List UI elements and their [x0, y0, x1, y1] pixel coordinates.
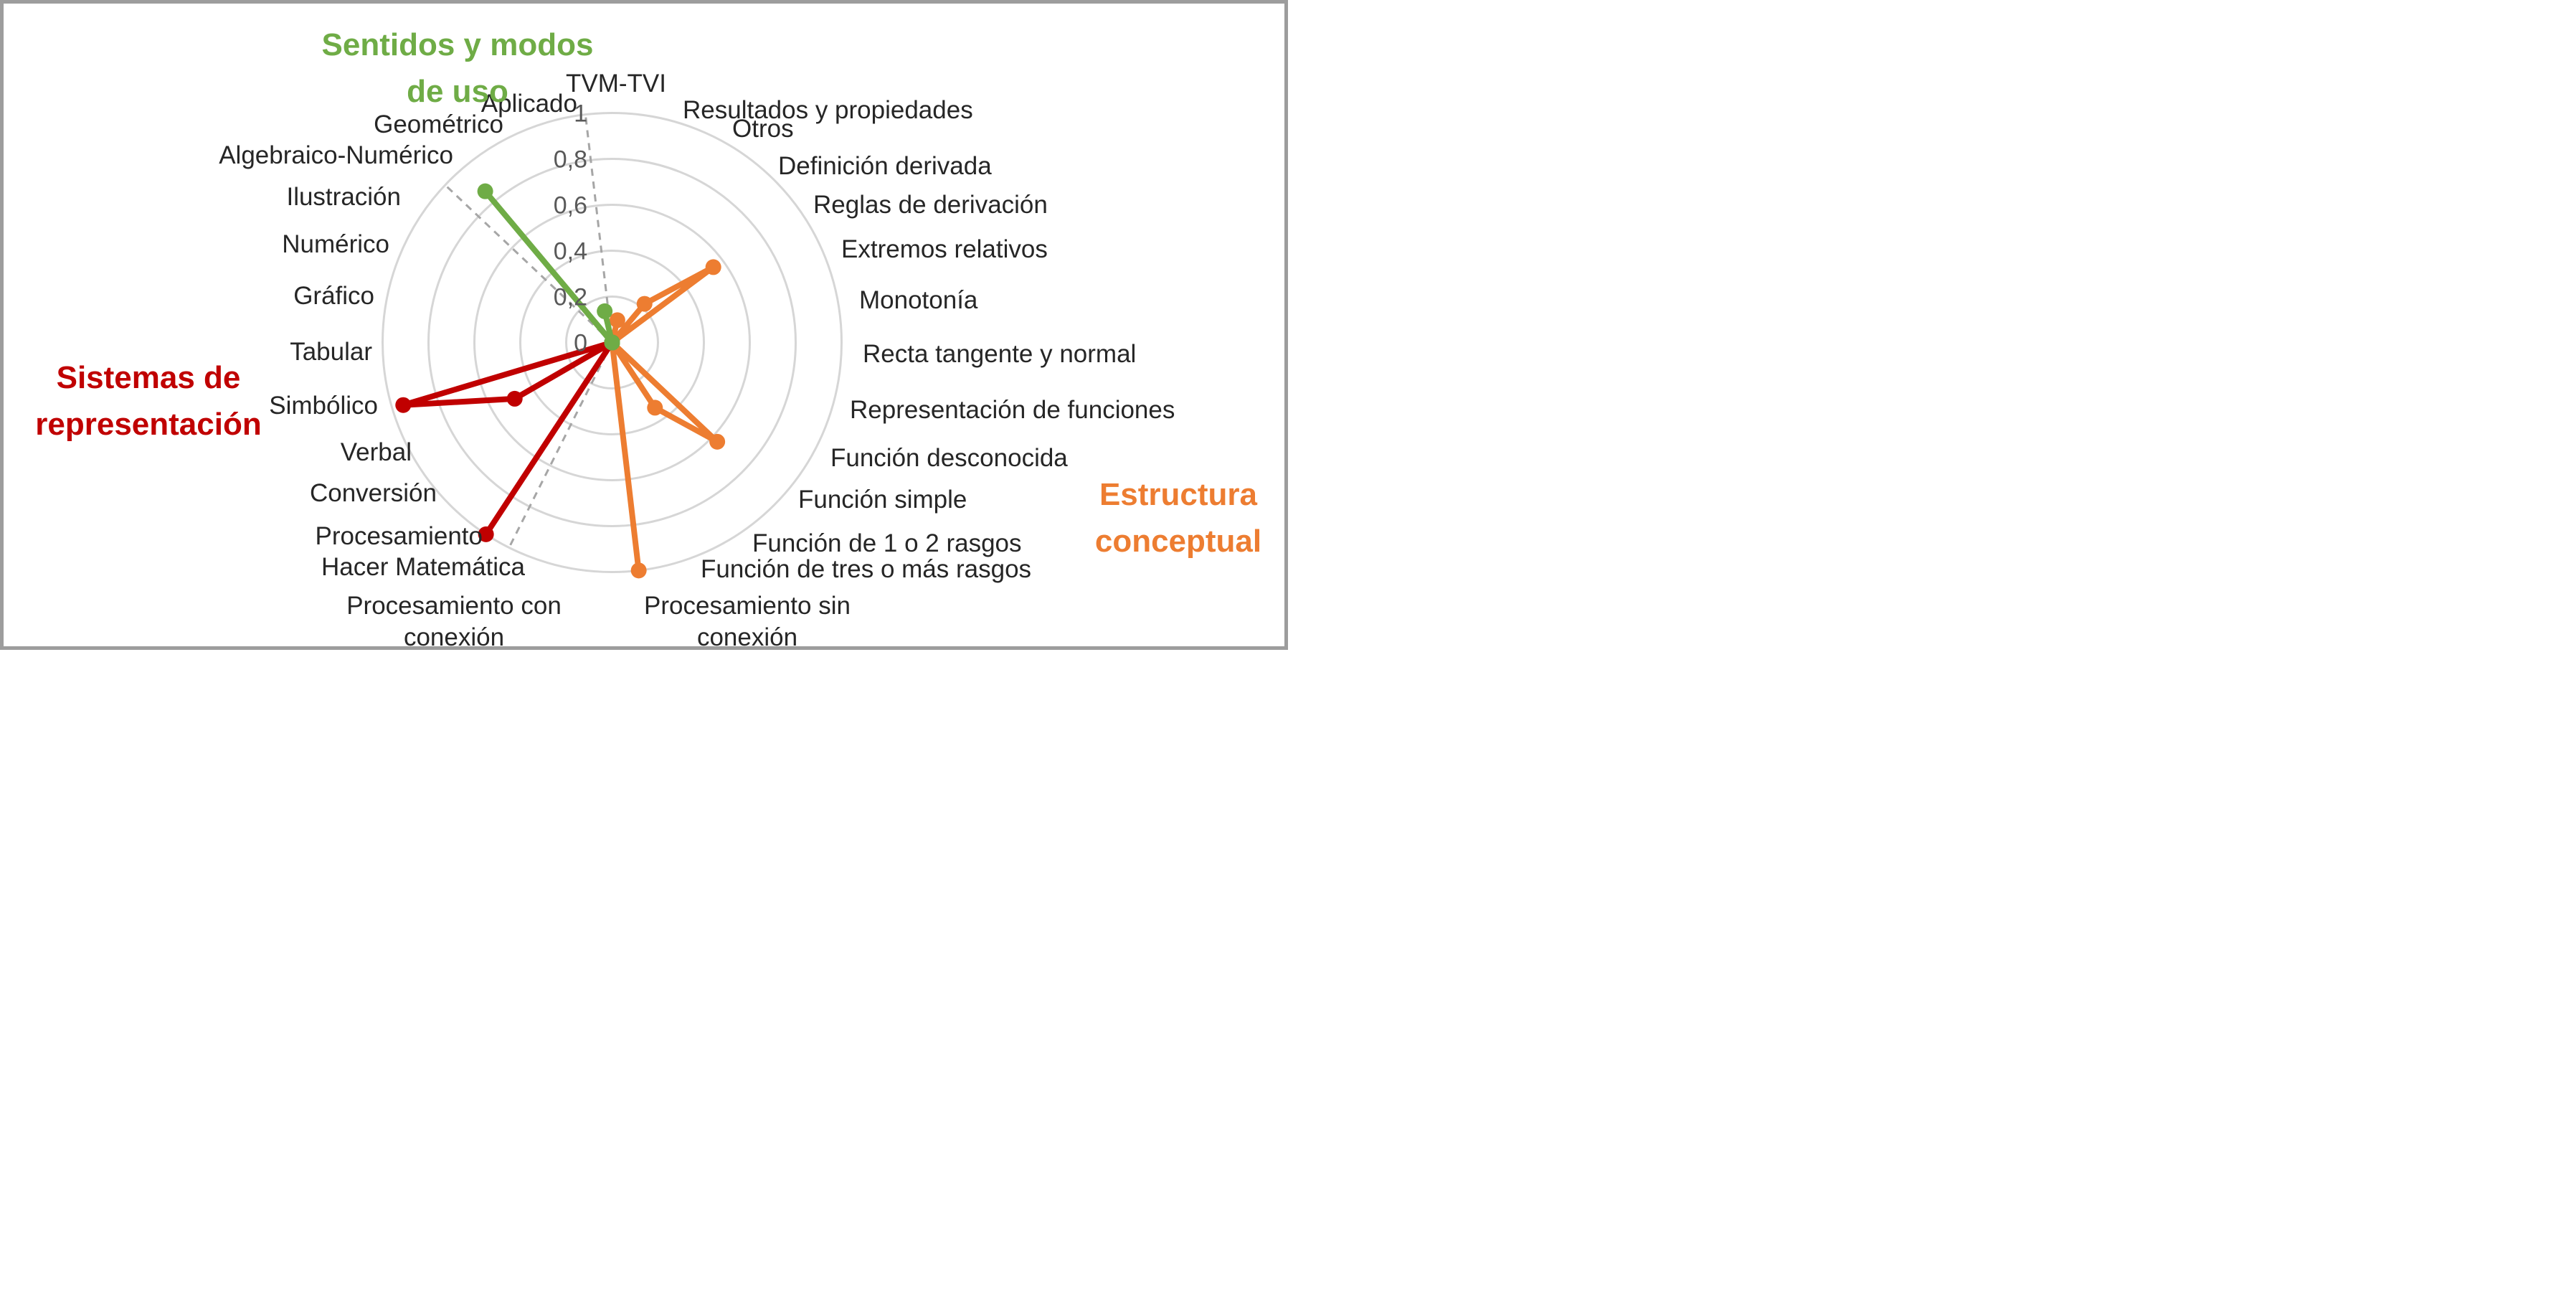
radial-tick-label: 0,4 — [554, 238, 587, 265]
axis-label-18: Verbal — [341, 438, 412, 466]
sector-title-sentidos-y-modos-de-uso: Sentidos y modos de uso — [321, 27, 594, 109]
grid-ring — [382, 112, 843, 573]
axis-label-22: Numérico — [282, 230, 389, 258]
data-point-marker — [705, 259, 721, 275]
radial-tick-label: 0,8 — [554, 146, 587, 174]
series-line-sistemas-de-representaci-n — [400, 339, 615, 537]
axis-label-12: Función de tres o más rasgos — [701, 555, 1031, 583]
data-point-marker — [604, 334, 620, 351]
axis-label-11: Función de 1 o 2 rasgos — [752, 529, 1022, 557]
axis-label-7: Recta tangente y normal — [863, 340, 1136, 368]
axis-label-14: Procesamiento con conexión — [346, 592, 562, 651]
data-point-marker — [506, 390, 523, 407]
axis-label-8: Representación de funciones — [850, 396, 1175, 424]
radial-tick-label: 0 — [574, 330, 587, 357]
radial-tick-label: 1 — [574, 100, 587, 128]
data-point-marker — [477, 183, 493, 199]
data-point-marker — [395, 397, 412, 413]
data-point-marker — [630, 562, 647, 579]
data-point-marker — [636, 296, 653, 312]
axis-label-23: Ilustración — [286, 183, 401, 211]
axis-label-21: Gráfico — [293, 282, 374, 310]
axis-label-17: Conversión — [310, 479, 437, 507]
axis-label-9: Función desconocida — [830, 444, 1068, 472]
axis-label-20: Tabular — [290, 338, 372, 366]
axis-label-2: Otros — [732, 115, 794, 143]
axis-label-1: Resultados y propiedades — [683, 96, 973, 124]
chart-frame: 1 0,8 0,6 0,4 0,2 0 TVM-TVI Resultados y propie… — [0, 0, 1288, 651]
axis-label-24: Algebraico-Numérico — [219, 141, 453, 169]
axis-label-4: Reglas de derivación — [813, 191, 1048, 219]
sector-title-sistemas-de-representacion: Sistemas de representación — [35, 360, 262, 442]
data-point-marker — [647, 400, 663, 416]
data-point-marker — [478, 526, 494, 542]
axis-label-15: Hacer Matemática — [321, 553, 526, 581]
grid-ring — [473, 204, 751, 481]
axis-label-16: Procesamiento — [316, 522, 483, 550]
grid-ring — [519, 250, 705, 435]
radial-tick-label: 0,2 — [554, 284, 587, 311]
data-point-marker — [609, 312, 625, 329]
grid-ring — [565, 296, 659, 389]
axis-label-3: Definición derivada — [778, 152, 992, 180]
axis-label-13: Procesamiento sin conexión — [644, 592, 851, 651]
axis-label-25: Geométrico — [374, 110, 503, 138]
axis-label-19: Simbólico — [269, 392, 378, 420]
radial-tick-label: 0,6 — [554, 192, 587, 219]
data-point-marker — [709, 433, 726, 450]
radar-chart: 1 0,8 0,6 0,4 0,2 0 TVM-TVI Resultados y propie… — [219, 70, 1175, 651]
axis-label-26: Aplicado — [481, 90, 577, 118]
sector-title-estructura-conceptual: Estructura conceptual — [1094, 477, 1262, 559]
data-point-marker — [597, 303, 613, 319]
grid-ring — [427, 158, 797, 527]
axis-label-5: Extremos relativos — [841, 235, 1048, 263]
axis-label-0: TVM-TVI — [566, 70, 666, 98]
axis-label-10: Función simple — [798, 486, 967, 514]
axis-label-6: Monotonía — [859, 286, 978, 314]
series-line-sentidos-y-modos-de-uso — [482, 188, 615, 346]
